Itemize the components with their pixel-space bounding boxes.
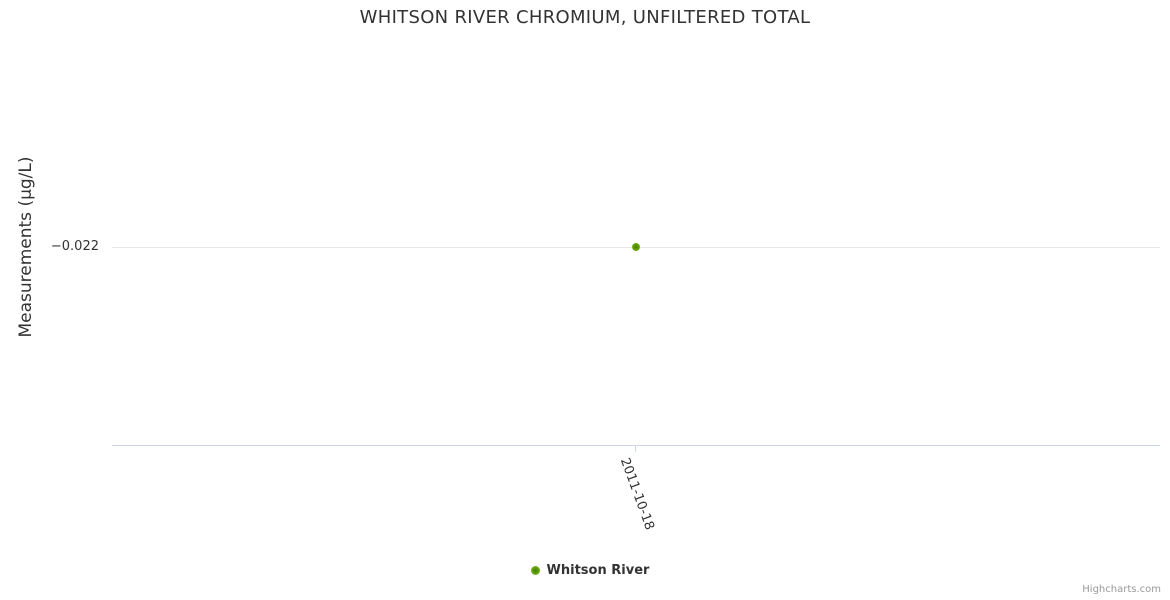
- highcharts-credits-link[interactable]: Highcharts.com: [1082, 584, 1161, 595]
- x-axis-tick-mark: [635, 446, 636, 452]
- y-axis-tick-label: −0.022: [50, 239, 99, 254]
- legend-marker-icon: [530, 566, 540, 575]
- data-point-whitson-river[interactable]: [632, 243, 640, 251]
- x-axis-line: [112, 445, 1160, 446]
- legend-item-whitson-river[interactable]: Whitson River: [5, 563, 1170, 578]
- chart-title: WHITSON RIVER CHROMIUM, UNFILTERED TOTAL: [359, 7, 811, 28]
- x-axis-tick-label: 2011-10-18: [616, 456, 657, 533]
- legend-label: Whitson River: [546, 563, 650, 578]
